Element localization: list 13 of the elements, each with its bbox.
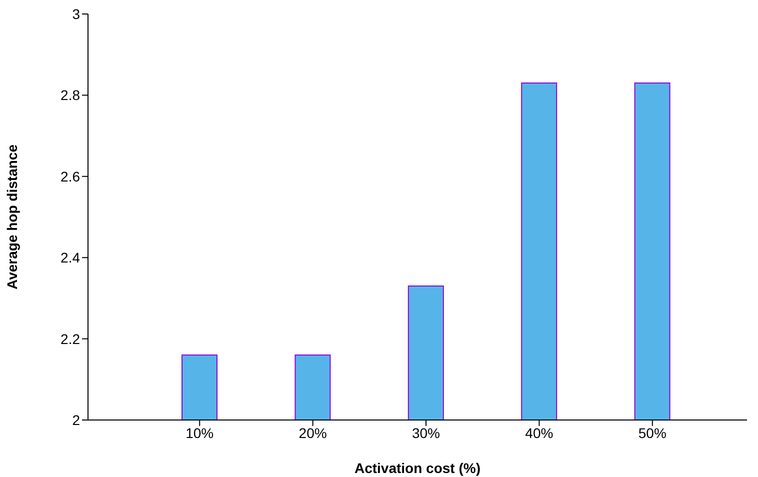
x-axis-title: Activation cost (%): [354, 460, 481, 476]
y-axis-title: Average hop distance: [4, 144, 20, 290]
x-tick-label: 10%: [186, 424, 214, 441]
x-tick-label: 30%: [412, 424, 440, 441]
x-tick-label: 40%: [525, 424, 554, 441]
y-tick-label: 2.4: [60, 250, 80, 266]
y-tick-label: 3: [72, 6, 80, 22]
y-tick-label: 2.2: [60, 330, 80, 347]
y-tick-label: 2.6: [60, 168, 80, 184]
y-tick-label: 2: [72, 412, 80, 428]
y-tick-label: 2.8: [60, 87, 80, 104]
x-tick-label: 50%: [638, 424, 666, 441]
x-tick-label: 20%: [298, 424, 327, 441]
